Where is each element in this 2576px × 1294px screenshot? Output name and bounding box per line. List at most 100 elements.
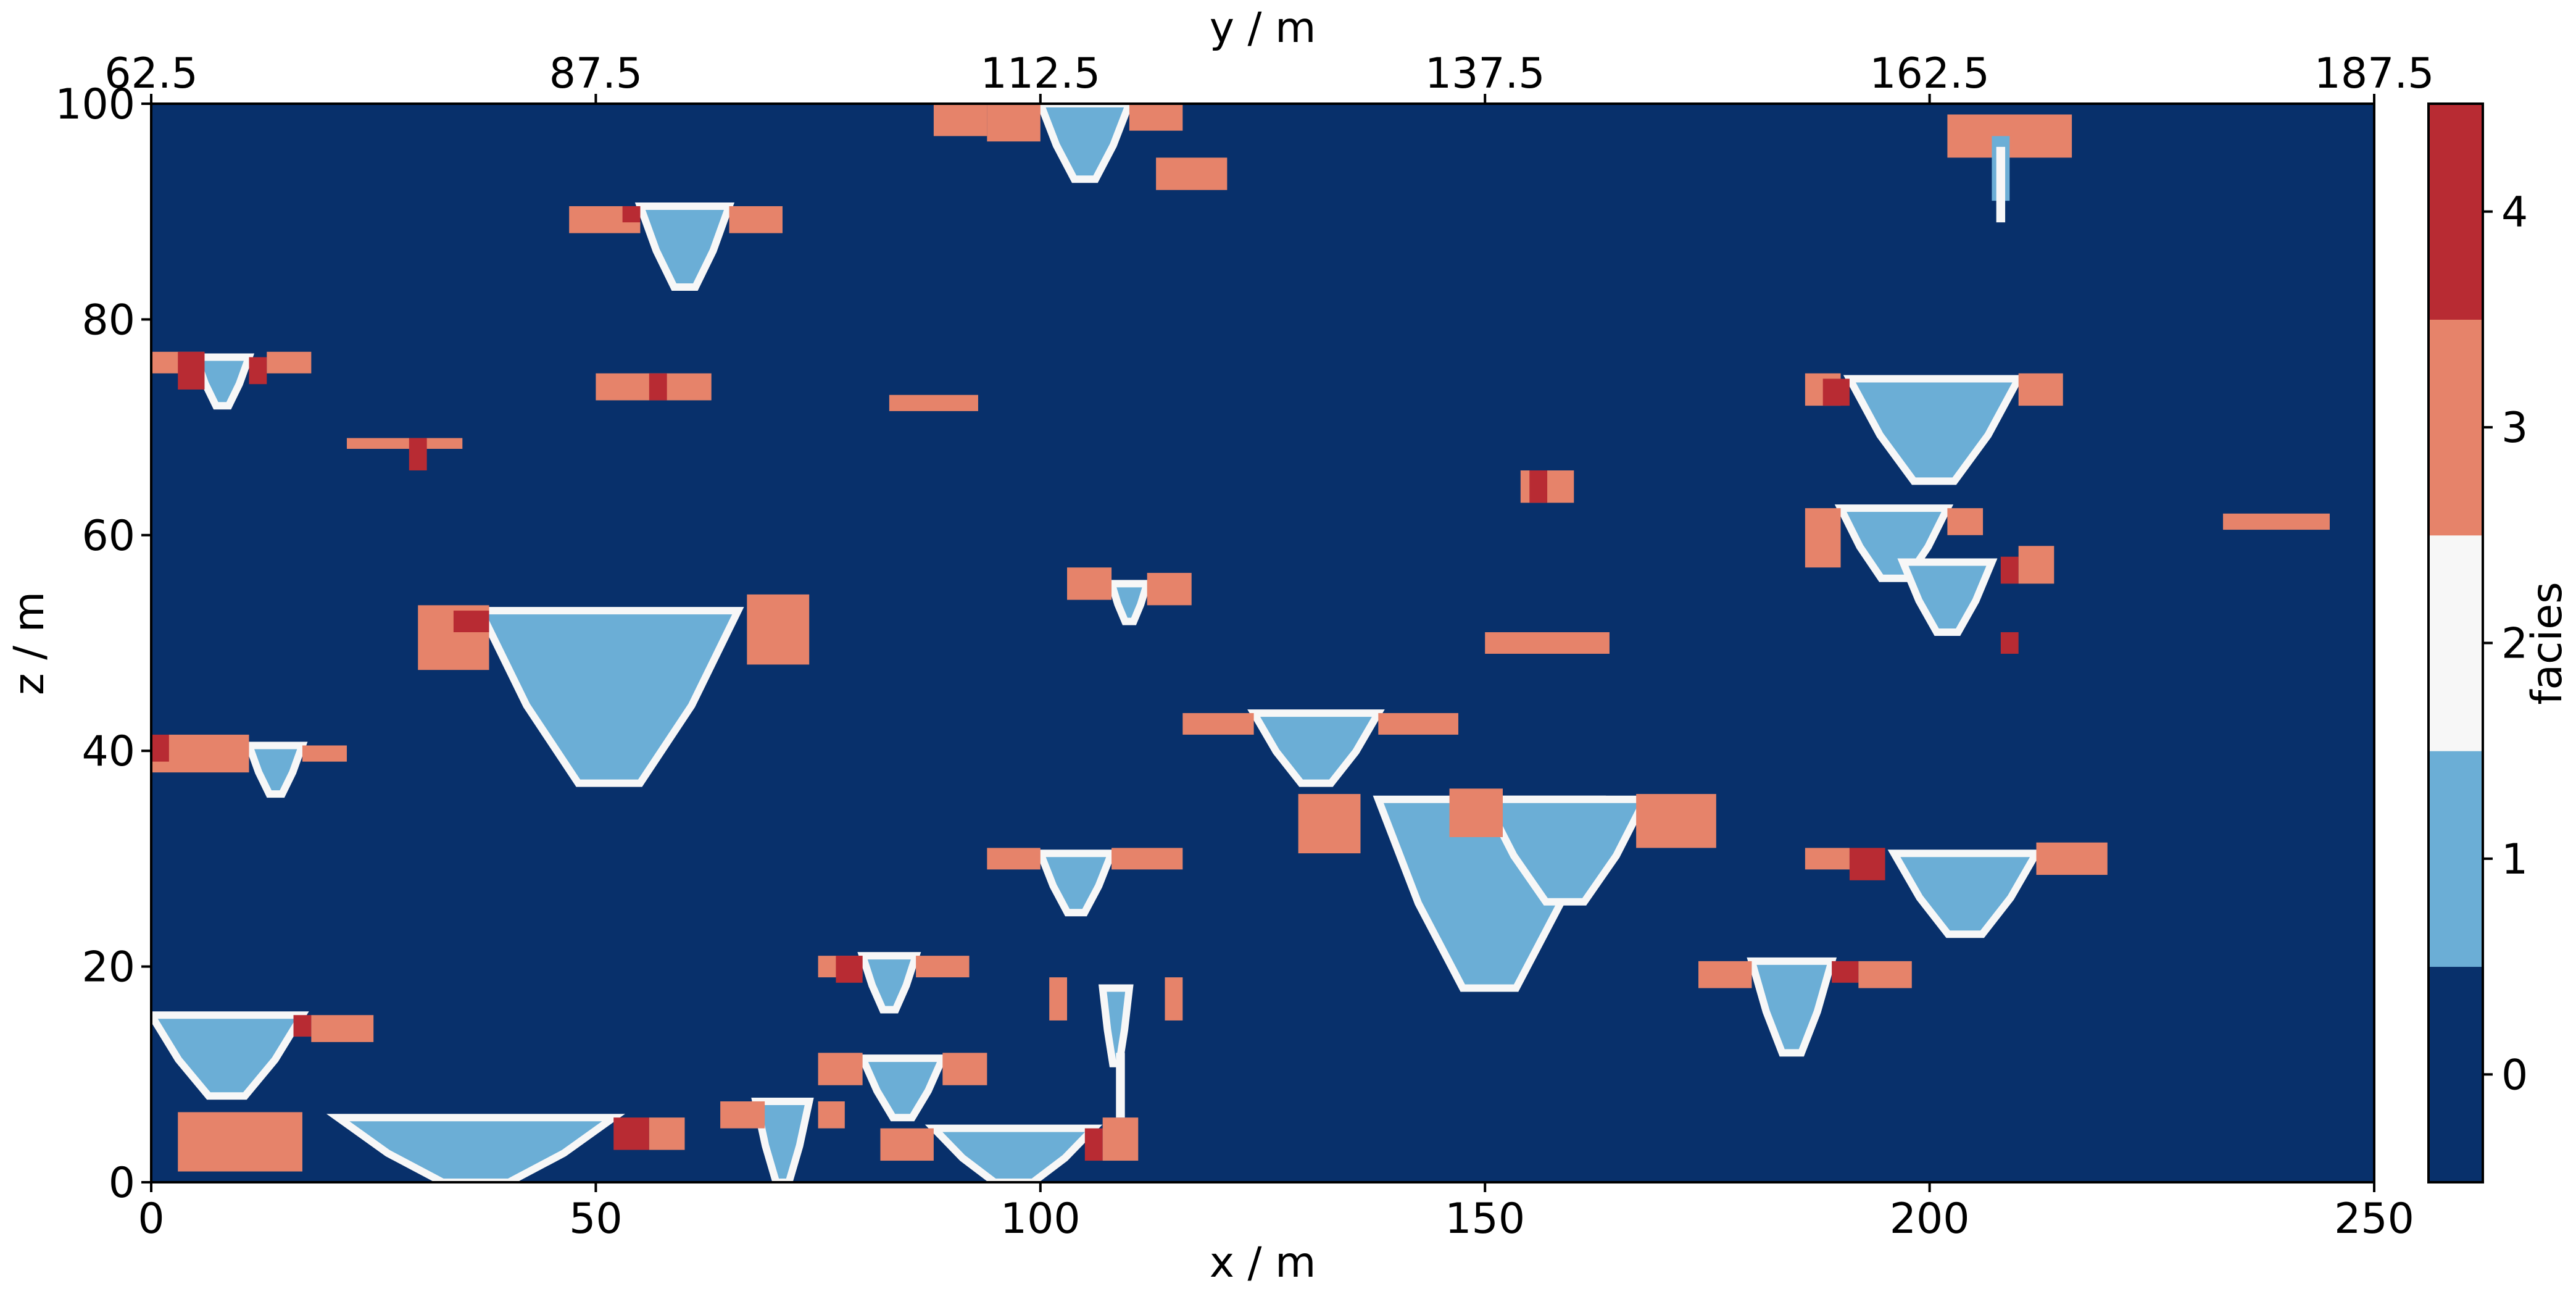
facies-1-trough [1897,558,1998,636]
y-axis: 0 20 40 60 80 100 z / m [5,80,151,1208]
facies-3-patch [1520,470,1574,503]
colorbar-segment-4 [2429,104,2483,320]
facies-3-patch [1636,794,1716,848]
x2-tick-label: 112.5 [980,49,1100,98]
colorbar-segment-2 [2429,535,2483,751]
facies-1-trough [751,1098,814,1182]
facies-3-patch [1165,977,1183,1021]
facies-3-patch [1067,567,1112,600]
colorbar-tick-label: 1 [2501,835,2528,884]
y-tick-label: 60 [81,512,135,561]
facies-4-patch [649,373,667,401]
secondary-x-axis-label: y / m [1210,4,1316,52]
facies-4-patch [2000,632,2019,654]
facies-3-patch [889,394,978,411]
colorbar-tick-label: 0 [2501,1051,2528,1100]
facies-4-patch [1822,378,1850,406]
facies-1-trough [151,1011,309,1100]
colorbar: 0 1 2 3 4 facies [2427,102,2572,1183]
x-tick-label: 250 [2334,1195,2414,1243]
facies-1-trough [634,202,735,291]
facies-4-patch [1849,848,1885,880]
y-tick-label: 100 [55,80,135,129]
facies-4-patch [836,956,863,983]
y-tick-label: 40 [81,727,135,776]
facies-1-trough [857,1054,949,1122]
facies-3-patch [1805,508,1841,568]
facies-3-patch [818,1053,863,1085]
facies-3-patch [178,1112,302,1172]
x-tick-label: 200 [1890,1195,1970,1243]
facies-3-patch [933,104,987,136]
y-tick-label: 80 [81,296,135,344]
heatmap-plot-area [150,102,2375,1183]
facies-3-patch [987,848,1041,870]
facies-3-patch [346,438,463,449]
facies-3-patch [649,1117,685,1150]
y-tick-label: 20 [81,943,135,992]
facies-3-patch [2018,546,2055,584]
facies-1-trough [1036,104,1134,183]
facies-3-patch [1182,713,1254,735]
facies-3-patch [916,956,970,978]
x-tick-label: 50 [569,1195,623,1243]
facies-3-patch [1378,713,1458,735]
facies-3-patch [1156,157,1228,190]
facies-3-patch [818,1101,845,1129]
colorbar-tick-label: 3 [2501,404,2528,453]
facies-3-patch [1698,961,1752,988]
facies-3-patch [1485,632,1610,654]
facies-3-patch [267,351,312,374]
facies-2-streak [1116,1053,1125,1118]
facies-3-patch [720,1101,765,1129]
facies-1-trough [857,952,921,1014]
y-axis-label: z / m [5,591,54,695]
y-tick-label: 0 [109,1159,135,1208]
facies-3-patch [987,104,1041,142]
colorbar-label: facies [2523,582,2572,704]
x-axis: 0 50 100 150 200 250 x / m [138,1182,2414,1287]
facies-3-patch [1298,794,1361,854]
x2-tick-label: 137.5 [1425,49,1545,98]
facies-3-patch [729,206,783,233]
facies-4-patch [2000,556,2019,584]
x-axis-label: x / m [1210,1238,1316,1287]
facies-1-trough [1747,957,1837,1057]
facies-4-patch [151,734,169,762]
colorbar-tick-label: 4 [2501,188,2528,237]
x-tick-label: 150 [1445,1195,1525,1243]
facies-1-trough [1247,709,1385,787]
facies-4-patch [1529,470,1548,503]
facies-3-patch [2223,513,2330,530]
facies-3-patch [1147,572,1192,606]
facies-3-patch [1805,848,1850,870]
facies-2-streak [1996,146,2006,223]
facies-3-patch [302,745,347,762]
facies-1-trough [474,607,744,787]
facies-4-patch [1084,1128,1103,1161]
facies-1-trough [190,353,255,410]
plot-frame [150,102,2375,1183]
x2-tick-label: 62.5 [104,49,197,98]
facies-4-patch [409,438,427,470]
facies-4-patch [178,351,205,390]
facies-1-trough [924,1124,1103,1182]
facies-4-patch [1832,961,1859,983]
facies-3-patch [2036,842,2108,875]
colorbar-segment-1 [2429,751,2483,967]
colorbar-segment-3 [2429,319,2483,536]
facies-bodies [151,104,2330,1182]
facies-3-patch [311,1015,374,1042]
x2-tick-label: 87.5 [549,49,642,98]
facies-4-patch [622,206,641,223]
facies-4-patch [293,1015,312,1037]
x2-tick-label: 187.5 [2314,49,2435,98]
facies-3-patch [2018,373,2063,406]
facies-3-patch [1129,104,1183,131]
facies-3-patch [1947,508,1984,535]
facies-1-trough [243,741,308,798]
colorbar-segment-0 [2429,966,2483,1183]
x-tick-label: 0 [138,1195,164,1243]
x2-tick-label: 162.5 [1869,49,1990,98]
